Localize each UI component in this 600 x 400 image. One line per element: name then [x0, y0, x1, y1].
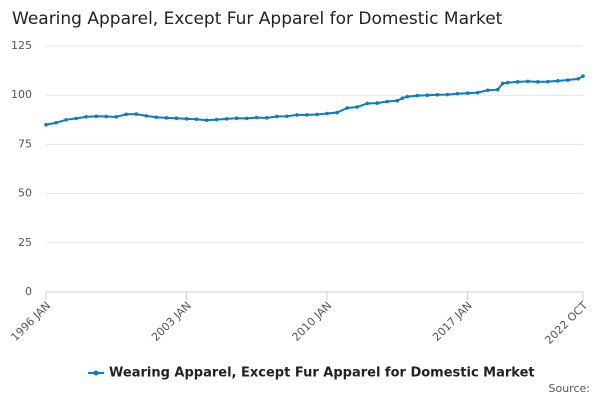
- point: [576, 77, 580, 81]
- y-tick-label: 100: [11, 88, 32, 101]
- point: [405, 94, 410, 99]
- y-tick-label: 75: [18, 137, 32, 150]
- point: [325, 111, 329, 116]
- point: [84, 115, 88, 119]
- point: [500, 81, 505, 86]
- point: [515, 80, 520, 84]
- x-tick-label: 2017 JAN: [430, 299, 475, 344]
- point: [285, 114, 289, 119]
- point: [154, 115, 159, 120]
- point: [335, 110, 339, 115]
- point: [435, 93, 440, 97]
- y-tick-label: 0: [25, 285, 32, 298]
- x-tick-label: 2022 OCT: [542, 299, 590, 347]
- point: [465, 91, 470, 96]
- x-tick-label: 1996 JAN: [8, 299, 53, 344]
- point: [305, 113, 309, 117]
- point: [44, 122, 48, 127]
- y-tick-label: 50: [18, 187, 32, 200]
- point: [495, 87, 500, 92]
- point: [400, 96, 405, 100]
- point: [355, 105, 359, 109]
- point: [204, 118, 209, 122]
- point: [455, 91, 460, 96]
- point: [134, 112, 139, 116]
- point: [445, 92, 450, 97]
- point: [74, 116, 78, 121]
- point: [265, 116, 269, 120]
- point: [54, 120, 58, 125]
- point: [144, 114, 149, 118]
- point: [164, 116, 169, 120]
- legend-marker: [93, 370, 99, 376]
- point: [556, 79, 560, 83]
- point: [525, 79, 530, 84]
- point: [581, 74, 585, 78]
- point: [385, 99, 390, 104]
- point: [485, 88, 490, 93]
- point: [295, 113, 299, 117]
- point: [104, 114, 109, 119]
- point: [475, 90, 480, 95]
- point: [174, 116, 179, 121]
- x-tick-label: 2010 JAN: [290, 299, 335, 344]
- point: [124, 112, 129, 117]
- y-tick-label: 25: [18, 236, 32, 249]
- point: [345, 106, 349, 110]
- point: [114, 115, 119, 119]
- point: [244, 116, 249, 121]
- y-tick-label: 125: [11, 39, 32, 52]
- point: [425, 93, 430, 97]
- point: [94, 114, 98, 119]
- source-label: Source:: [549, 382, 591, 395]
- point: [194, 117, 199, 122]
- point: [64, 118, 68, 122]
- point: [395, 98, 400, 103]
- point: [184, 117, 189, 121]
- chart-title: Wearing Apparel, Except Fur Apparel for …: [12, 9, 503, 29]
- point: [224, 117, 229, 121]
- point: [315, 112, 319, 117]
- point: [505, 80, 510, 85]
- point: [566, 78, 570, 82]
- point: [275, 114, 279, 119]
- point: [365, 101, 369, 106]
- point: [254, 115, 259, 120]
- x-tick-label: 2003 JAN: [149, 299, 194, 344]
- point: [214, 117, 219, 122]
- point: [546, 79, 550, 84]
- point: [234, 116, 239, 121]
- point: [415, 93, 420, 98]
- legend: Wearing Apparel, Except Fur Apparel for …: [109, 366, 535, 381]
- point: [375, 101, 380, 105]
- point: [536, 80, 540, 84]
